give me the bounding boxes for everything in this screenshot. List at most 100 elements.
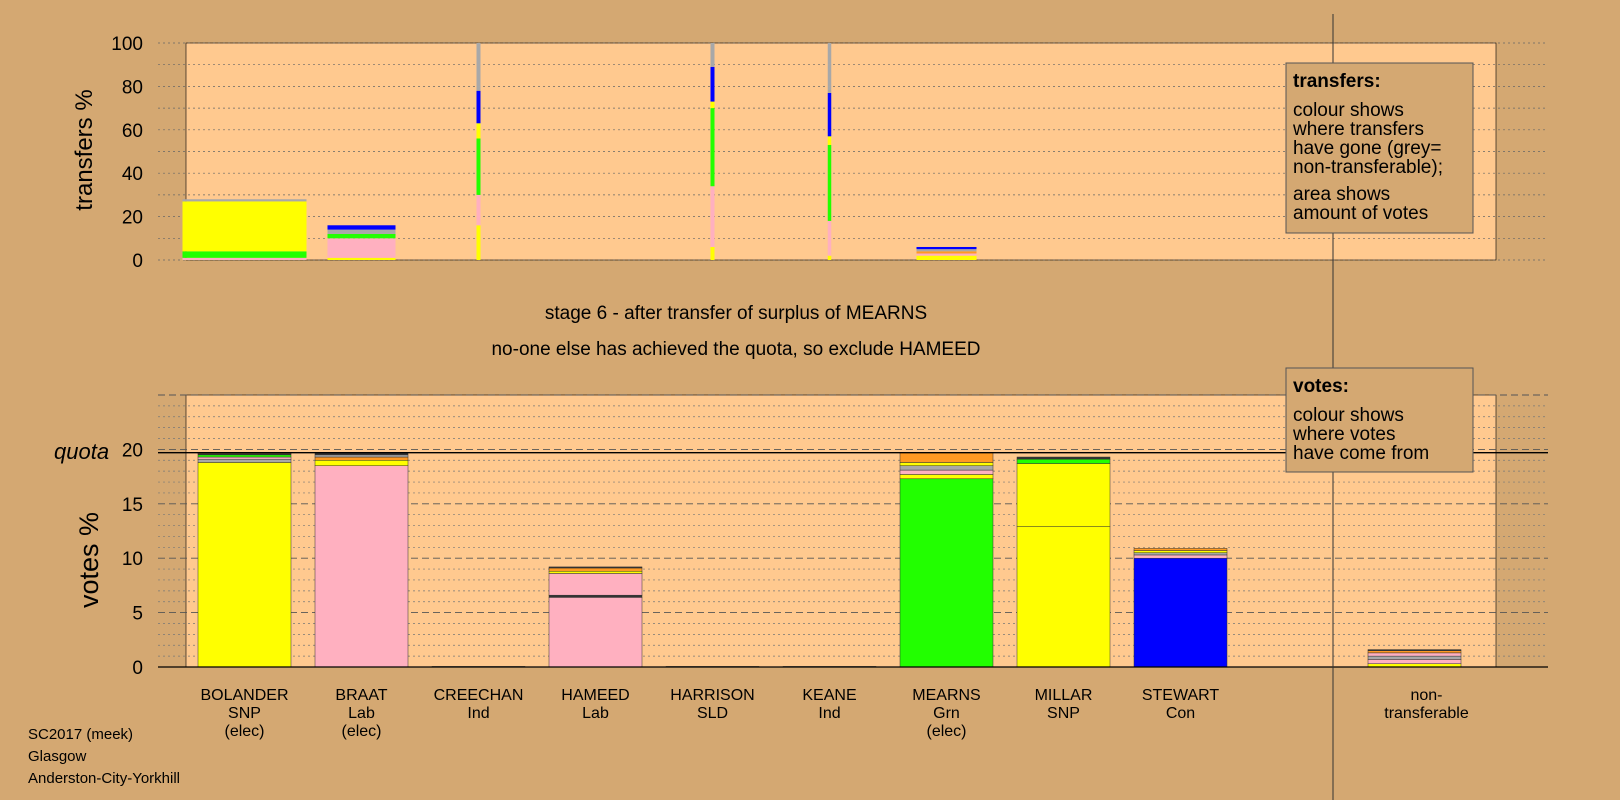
vote-bar-segment-stewart xyxy=(1133,548,1228,551)
transfer-segment-creechan xyxy=(476,194,481,226)
transfers-legend-line: where transfers xyxy=(1292,119,1424,140)
transfer-segment-braat xyxy=(327,238,396,258)
votes-tick-label: 10 xyxy=(122,549,143,570)
vote-bar-segment-millar xyxy=(1016,456,1111,460)
transfers-tick-label: 80 xyxy=(122,77,143,98)
vote-bar-segment-hameed xyxy=(548,567,643,572)
transfers-tick-label: 0 xyxy=(132,251,143,272)
transfer-segment-keane xyxy=(827,144,832,221)
votes-tick-label: 5 xyxy=(132,604,143,625)
vote-bar-segment-hameed xyxy=(548,571,643,574)
candidate-label: Ind xyxy=(467,705,489,722)
transfer-segment-creechan xyxy=(476,138,481,195)
transfer-segment-harrison xyxy=(710,186,715,247)
vote-bar-segment-stewart xyxy=(1133,550,1228,554)
transfer-segment-harrison xyxy=(710,43,715,67)
candidate-label: Lab xyxy=(348,705,375,722)
nontransferable-label: non- xyxy=(1410,687,1442,704)
vote-bar-segment-hameed xyxy=(548,594,643,598)
transfers-tick-label: 60 xyxy=(122,121,143,142)
votes-tick-label: 15 xyxy=(122,495,143,516)
transfers-legend-line: non-transferable); xyxy=(1293,157,1443,178)
transfer-segment-keane xyxy=(827,220,832,256)
candidate-label: Lab xyxy=(582,705,609,722)
vote-bar-segment-braat xyxy=(314,460,409,466)
votes-legend-line: have come from xyxy=(1293,443,1429,464)
transfer-segment-mearns xyxy=(916,251,977,254)
transfer-segment-braat xyxy=(327,257,396,260)
transfer-segment-creechan xyxy=(476,90,481,124)
vote-bar-segment-braat xyxy=(314,456,409,461)
candidate-label: CREECHAN xyxy=(434,687,524,704)
transfer-segment-bolander xyxy=(182,251,307,258)
footer-line: SC2017 (meek) xyxy=(28,726,133,743)
vote-bar-segment-millar xyxy=(1016,526,1111,668)
vote-bar-segment-braat xyxy=(314,465,409,668)
candidate-label: (elec) xyxy=(926,723,966,740)
candidate-label: Ind xyxy=(818,705,840,722)
transfer-segment-braat xyxy=(327,233,396,239)
candidate-label: (elec) xyxy=(341,723,381,740)
vote-bar-segment-nontransferable xyxy=(1367,652,1462,657)
transfers-tick-label: 40 xyxy=(122,164,143,185)
candidate-label: STEWART xyxy=(1142,687,1220,704)
transfer-segment-keane xyxy=(827,43,832,93)
votes-legend-line: where votes xyxy=(1292,424,1395,445)
stage-title: stage 6 - after transfer of surplus of M… xyxy=(545,303,927,324)
quota-label: quota xyxy=(54,439,109,464)
transfer-segment-braat xyxy=(327,229,396,234)
stage-subtitle: no-one else has achieved the quota, so e… xyxy=(491,339,980,360)
transfer-segment-mearns xyxy=(916,253,977,256)
transfers-tick-label: 100 xyxy=(111,34,143,55)
candidate-label: HARRISON xyxy=(670,687,754,704)
candidate-label: Con xyxy=(1166,705,1195,722)
candidate-label: MEARNS xyxy=(912,687,980,704)
transfer-segment-harrison xyxy=(710,246,715,260)
vote-bar-segment-mearns xyxy=(899,462,994,466)
vote-bar-segment-stewart xyxy=(1133,557,1228,668)
vote-bar-segment-hameed xyxy=(548,573,643,596)
vote-bar-segment-bolander xyxy=(197,456,292,460)
transfers-legend-line: have gone (grey= xyxy=(1293,138,1441,159)
vote-bar-segment-braat xyxy=(314,454,409,458)
transfers-legend: transfers: colour shows where transfers … xyxy=(1285,62,1474,234)
candidate-label: MILLAR xyxy=(1035,687,1093,704)
transfer-segment-mearns xyxy=(916,249,977,252)
transfer-segment-bolander xyxy=(182,201,307,252)
transfer-segment-bolander xyxy=(182,257,307,260)
transfers-axis-label: transfers % xyxy=(71,89,98,210)
transfer-segment-keane xyxy=(827,136,832,145)
transfers-tick-label: 20 xyxy=(122,208,143,229)
vote-bar-segment-nontransferable xyxy=(1367,650,1462,654)
transfer-segment-creechan xyxy=(476,123,481,139)
candidate-label: HAMEED xyxy=(561,687,629,704)
transfers-legend-title: transfers: xyxy=(1293,71,1381,92)
candidate-label: SLD xyxy=(697,705,728,722)
votes-tick-label: 20 xyxy=(122,440,143,461)
transfer-segment-harrison xyxy=(710,101,715,109)
vote-bar-segment-mearns xyxy=(899,469,994,475)
vote-bar-segment-hameed xyxy=(548,597,643,668)
vote-bar-segment-nontransferable xyxy=(1367,655,1462,660)
vote-bar-segment-millar xyxy=(1016,463,1111,527)
transfer-segment-keane xyxy=(827,255,832,260)
vote-bar-segment-bolander xyxy=(197,454,292,458)
vote-bar-segment-bolander xyxy=(197,458,292,463)
nontransferable-label: transferable xyxy=(1384,705,1469,722)
vote-bar-segment-mearns xyxy=(899,478,994,668)
transfers-legend-line: amount of votes xyxy=(1293,203,1428,224)
transfer-segment-mearns xyxy=(916,255,977,260)
footer-line: Glasgow xyxy=(28,748,87,765)
candidate-label: SNP xyxy=(1047,705,1080,722)
candidate-label: BOLANDER xyxy=(200,687,288,704)
transfer-segment-creechan xyxy=(476,225,481,260)
transfer-segment-harrison xyxy=(710,108,715,187)
candidate-label: SNP xyxy=(228,705,261,722)
candidate-label: (elec) xyxy=(224,723,264,740)
vote-bar-segment-mearns xyxy=(899,452,994,463)
votes-legend: votes: colour shows where votes have com… xyxy=(1285,367,1474,473)
transfer-segment-keane xyxy=(827,92,832,137)
transfer-segment-braat xyxy=(327,225,396,230)
vote-bar-segment-stewart xyxy=(1133,554,1228,559)
